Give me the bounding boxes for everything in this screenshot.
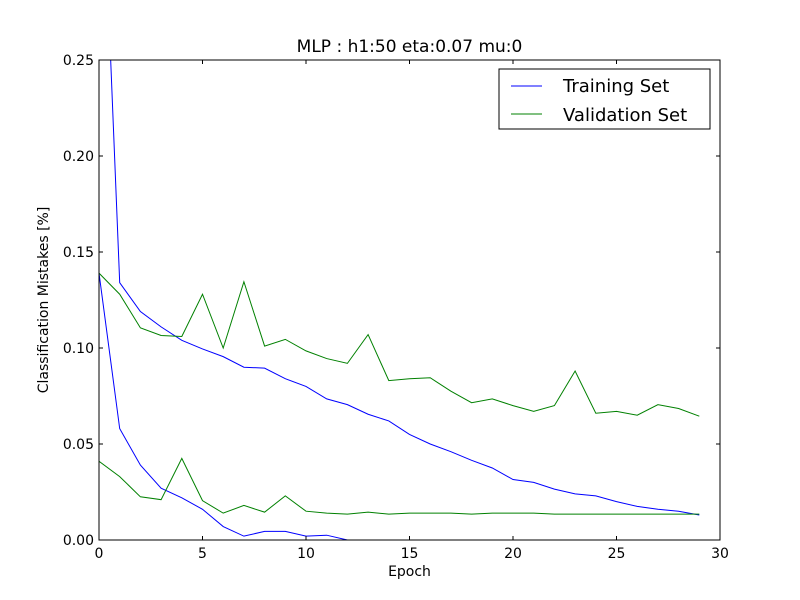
y-tick-label: 0.15 [63,245,94,261]
x-tick-label: 0 [95,546,104,562]
y-tick-label: 0.25 [63,53,94,69]
plot-area [99,60,720,540]
x-tick-label: 30 [711,546,729,562]
x-tick-label: 15 [401,546,419,562]
y-tick-label: 0.10 [63,341,94,357]
legend-label-training: Training Set [562,76,669,97]
series-line-0 [110,60,700,516]
legend-label-validation: Validation Set [563,105,687,126]
x-axis: 0 5 10 15 20 25 30 [95,60,729,562]
series-line-3 [99,457,700,515]
chart-title: MLP : h1:50 eta:0.07 mu:0 [297,37,523,57]
x-tick-label: 25 [608,546,626,562]
x-axis-label: Epoch [388,564,431,580]
y-axis: 0.00 0.05 0.10 0.15 0.20 0.25 [63,53,720,549]
legend-box [498,68,711,130]
series-layer [99,60,700,540]
legend: Training Set Validation Set [498,68,711,130]
series-line-2 [99,273,700,540]
x-tick-label: 10 [297,546,315,562]
x-tick-label: 20 [504,546,522,562]
y-tick-label: 0.00 [63,533,94,549]
series-line-1 [99,272,700,417]
y-axis-label: Classification Mistakes [%] [36,207,52,394]
y-tick-label: 0.20 [63,149,94,165]
y-tick-label: 0.05 [63,437,94,453]
x-tick-label: 5 [198,546,207,562]
